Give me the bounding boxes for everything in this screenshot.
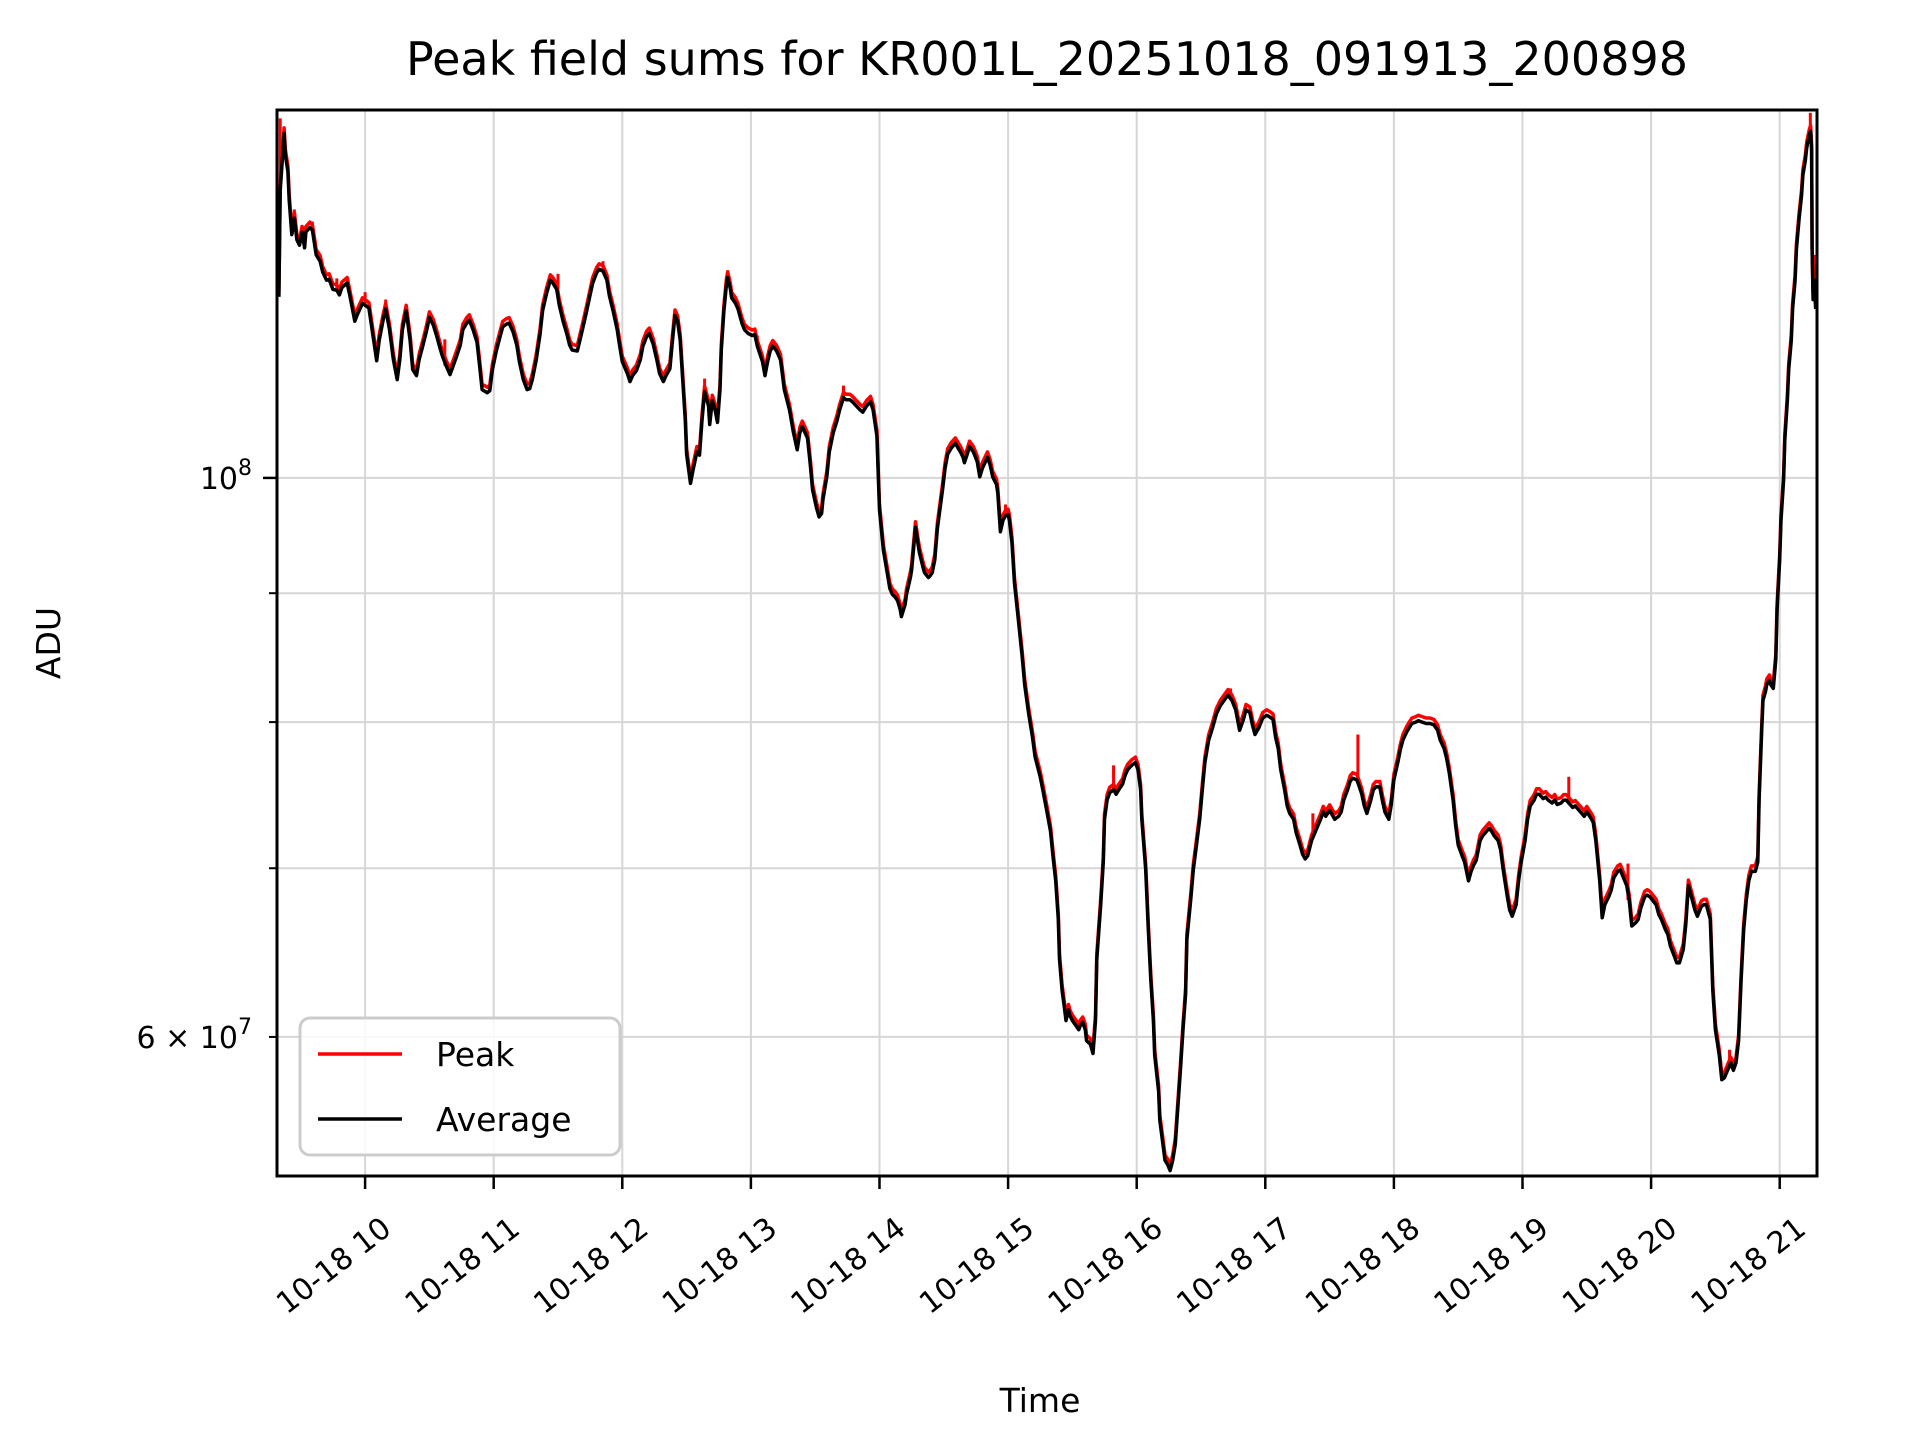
svg-text:108: 108 xyxy=(200,456,252,497)
chart-title: Peak field sums for KR001L_20251018_0919… xyxy=(406,32,1688,86)
x-tick-label: 10-18 18 xyxy=(1299,1211,1427,1322)
axis-ticks xyxy=(263,476,1781,1189)
legend-label-average: Average xyxy=(436,1100,572,1139)
x-tick-label: 10-18 17 xyxy=(1170,1211,1298,1322)
x-tick-label: 10-18 20 xyxy=(1556,1211,1684,1322)
plot-frame xyxy=(275,108,1819,1178)
x-tick-labels: 10-18 10 10-18 11 10-18 12 10-18 13 10-18 14… xyxy=(270,1211,1812,1322)
x-tick-label: 10-18 11 xyxy=(399,1211,527,1322)
x-tick-label: 10-18 13 xyxy=(656,1211,784,1322)
x-tick-label: 10-18 14 xyxy=(785,1211,913,1322)
legend: Peak Average xyxy=(298,1016,622,1157)
x-tick-label: 10-18 19 xyxy=(1428,1211,1556,1322)
x-tick-label: 10-18 21 xyxy=(1685,1211,1813,1322)
data-series xyxy=(277,112,1817,1173)
x-tick-label: 10-18 10 xyxy=(270,1211,398,1322)
peak-line xyxy=(277,123,1817,1167)
y-tick-label-1e8: 108 xyxy=(200,456,252,497)
y-axis-label: ADU xyxy=(29,607,68,679)
y-tick-label-6e7: 6 × 107 xyxy=(137,1015,252,1056)
x-axis-label: Time xyxy=(999,1381,1081,1420)
legend-label-peak: Peak xyxy=(436,1035,515,1074)
grid-lines xyxy=(277,110,1817,1176)
x-tick-label: 10-18 12 xyxy=(527,1211,655,1322)
x-tick-label: 10-18 15 xyxy=(913,1211,1041,1322)
average-line xyxy=(277,129,1817,1173)
svg-text:6 × 107: 6 × 107 xyxy=(137,1015,252,1056)
x-tick-label: 10-18 16 xyxy=(1042,1211,1170,1322)
